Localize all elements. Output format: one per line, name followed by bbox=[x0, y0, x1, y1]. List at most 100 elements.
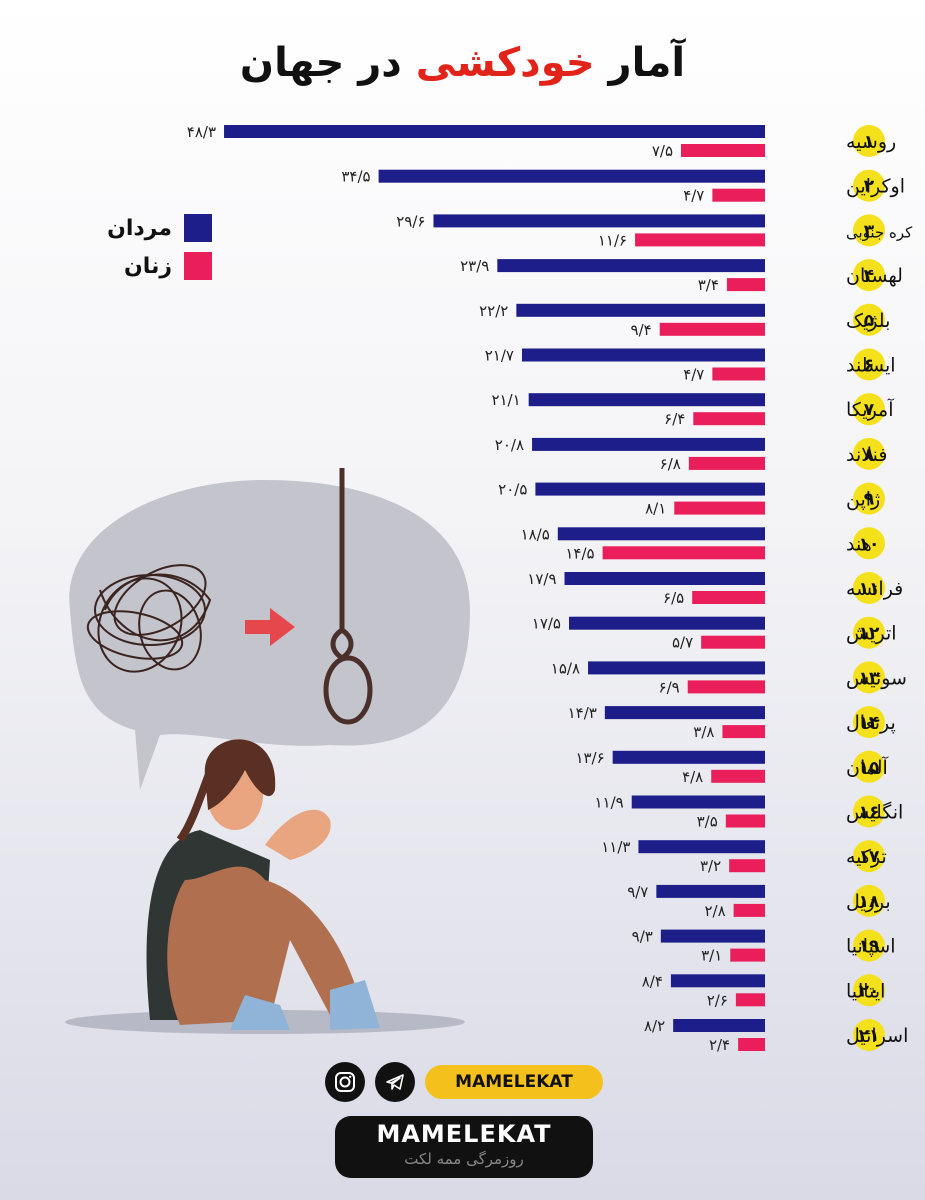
country-label: آمریکا bbox=[846, 397, 894, 421]
country-label: آلمان bbox=[846, 755, 889, 779]
rank-badge bbox=[853, 661, 885, 694]
country-label: فنلاند bbox=[846, 444, 887, 466]
bar-women bbox=[688, 456, 765, 470]
rank-label: ۱۹ bbox=[859, 937, 880, 957]
data-label-men: ۲۰/۸ bbox=[495, 436, 524, 454]
country-label: ترکیه bbox=[846, 846, 887, 868]
bar-women bbox=[635, 233, 765, 247]
data-label-men: ۱۵/۸ bbox=[551, 659, 580, 677]
data-label-men: ۱۴/۳ bbox=[568, 704, 597, 722]
rank-badge bbox=[853, 884, 885, 917]
handle-pill[interactable]: MAMELEKAT bbox=[425, 1065, 603, 1099]
tangle-icon bbox=[86, 564, 212, 673]
legend-item-women: زنان bbox=[100, 252, 212, 280]
country-label: انگلیس bbox=[846, 801, 903, 824]
brand-logo: MAMELEKAT روزمرگی ممه لکت bbox=[335, 1116, 593, 1178]
rank-label: ۵ bbox=[864, 311, 874, 331]
bar-men bbox=[378, 169, 765, 183]
country-label: اسرائیل bbox=[846, 1025, 908, 1047]
country-label: هند bbox=[846, 533, 872, 555]
rank-badge bbox=[853, 482, 885, 515]
bar-women bbox=[674, 501, 765, 515]
data-label-women: ۳/۱ bbox=[701, 947, 722, 965]
legend-swatch-women bbox=[184, 252, 212, 280]
data-label-men: ۱۷/۹ bbox=[527, 570, 556, 588]
bar-men bbox=[612, 750, 765, 764]
country-label: اوکراین bbox=[846, 176, 905, 198]
rank-label: ۱۷ bbox=[859, 847, 880, 867]
data-label-women: ۳/۸ bbox=[693, 723, 714, 741]
country-label: ایتالیا bbox=[846, 980, 885, 1002]
country-label: برزیل bbox=[846, 891, 891, 913]
bar-men bbox=[670, 974, 765, 988]
data-label-men: ۸/۲ bbox=[644, 1017, 665, 1035]
bar-women bbox=[725, 814, 765, 828]
rank-label: ۲۰ bbox=[859, 981, 880, 1001]
noose-icon bbox=[323, 468, 373, 725]
rank-label: ۳ bbox=[864, 221, 875, 241]
title-highlight: خودکشی bbox=[415, 40, 595, 86]
data-label-men: ۲۹/۶ bbox=[396, 212, 425, 230]
rank-badge bbox=[853, 840, 885, 873]
rank-label: ۹ bbox=[864, 490, 875, 510]
rank-badge bbox=[853, 974, 885, 1007]
rank-label: ۱۱ bbox=[859, 579, 880, 599]
bar-men bbox=[224, 125, 766, 138]
rank-label: ۱۰ bbox=[859, 534, 880, 554]
bar-women bbox=[722, 725, 765, 739]
bar-women bbox=[738, 1038, 765, 1051]
rank-label: ۱۸ bbox=[859, 892, 880, 912]
illustration bbox=[65, 468, 470, 1034]
country-label: اتریش bbox=[846, 623, 897, 645]
data-label-men: ۱۸/۵ bbox=[521, 525, 550, 543]
bar-women bbox=[726, 278, 765, 292]
country-label: سوئیس bbox=[846, 667, 907, 689]
rank-label: ۲ bbox=[864, 177, 875, 197]
rank-badge bbox=[853, 750, 885, 783]
bar-women bbox=[687, 680, 765, 694]
bar-women bbox=[602, 546, 765, 560]
bar-women bbox=[735, 993, 765, 1007]
bar-men bbox=[497, 259, 765, 273]
bar-men bbox=[521, 348, 765, 362]
rank-label: ۱۲ bbox=[859, 624, 880, 644]
data-label-men: ۳۴/۵ bbox=[341, 168, 370, 186]
data-label-women: ۱۴/۵ bbox=[565, 544, 594, 562]
thought-bubble bbox=[69, 480, 470, 790]
bar-men bbox=[660, 929, 765, 943]
data-label-women: ۴/۷ bbox=[683, 187, 704, 205]
rank-badge bbox=[853, 303, 885, 336]
data-label-women: ۷/۵ bbox=[652, 142, 673, 160]
bar-men bbox=[433, 214, 765, 228]
title-suffix: در جهان bbox=[239, 40, 416, 86]
data-label-men: ۲۱/۷ bbox=[485, 347, 514, 365]
arrow-right-icon bbox=[245, 608, 295, 646]
rank-badge bbox=[853, 259, 885, 292]
bar-women bbox=[693, 412, 765, 426]
bar-men bbox=[631, 795, 765, 809]
data-label-men: ۲۰/۵ bbox=[498, 481, 527, 499]
bar-women bbox=[659, 322, 765, 336]
data-label-men: ۱۱/۳ bbox=[601, 838, 630, 856]
chart-legend: مردان زنان bbox=[100, 214, 212, 291]
rank-label: ۴ bbox=[864, 266, 874, 286]
rank-label: ۱۵ bbox=[859, 758, 880, 778]
data-label-women: ۶/۵ bbox=[663, 589, 684, 607]
country-label: فرانسه bbox=[846, 578, 903, 600]
rank-label: ۷ bbox=[864, 400, 875, 420]
data-label-women: ۸/۱ bbox=[645, 500, 666, 518]
country-label: ژاپن bbox=[846, 489, 880, 511]
bar-women bbox=[730, 948, 765, 962]
telegram-icon[interactable] bbox=[375, 1062, 415, 1102]
country-label: اسپانیا bbox=[846, 936, 896, 958]
instagram-icon[interactable] bbox=[325, 1062, 365, 1102]
rank-badge bbox=[853, 616, 885, 649]
data-label-women: ۴/۸ bbox=[682, 768, 703, 786]
country-label: کره جنوبی bbox=[846, 223, 913, 241]
data-label-women: ۲/۸ bbox=[704, 902, 725, 920]
bar-men bbox=[516, 303, 765, 317]
sitting-person bbox=[65, 739, 465, 1034]
legend-label-women: زنان bbox=[124, 253, 172, 279]
rank-label: ۱۳ bbox=[859, 668, 880, 688]
data-label-women: ۶/۸ bbox=[660, 455, 681, 473]
